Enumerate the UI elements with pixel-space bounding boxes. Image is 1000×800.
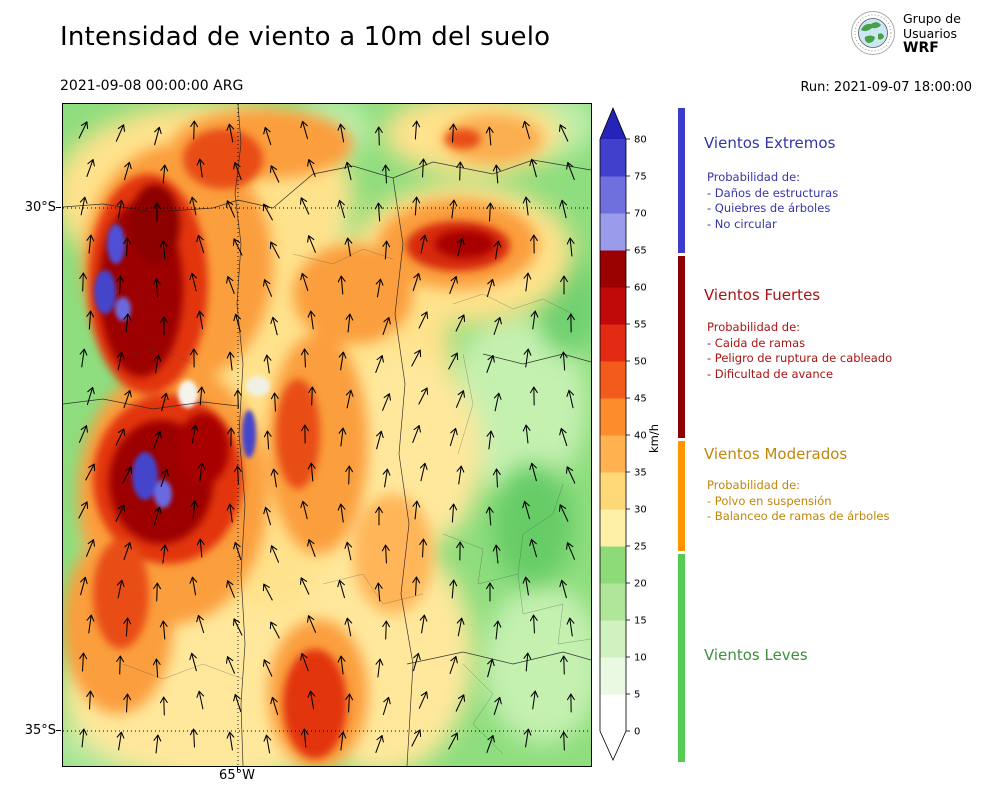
legend-title-extremos: Vientos Extremos <box>704 134 836 152</box>
svg-text:65: 65 <box>634 246 647 257</box>
svg-text:5: 5 <box>634 690 640 701</box>
svg-text:35: 35 <box>634 468 647 479</box>
svg-text:55: 55 <box>634 320 647 331</box>
legend-section-vientos-leves: Vientos Leves <box>678 554 990 762</box>
svg-text:0: 0 <box>634 727 640 738</box>
lat-label-30s: 30°S <box>24 200 56 215</box>
logo-text: Grupo de Usuarios WRF <box>903 11 961 56</box>
wind-direction-arrows <box>78 120 576 754</box>
svg-text:10: 10 <box>634 653 647 664</box>
run-time-label: Run: 2021-09-07 18:00:00 <box>800 80 972 95</box>
legend-bar-fuertes <box>678 256 685 438</box>
axis-tick-65w <box>237 766 238 771</box>
colorbar: 0 5 10 15 20 25 30 35 40 45 50 55 60 65 70 75 80 <box>599 106 647 761</box>
colorbar-unit-label: km/h <box>647 423 661 453</box>
svg-text:30: 30 <box>634 505 647 516</box>
legend-title-leves: Vientos Leves <box>704 646 808 664</box>
legend-line: - Quiebres de árboles <box>707 201 831 215</box>
wind-map-canvas <box>63 104 591 766</box>
legend-line: - Daños de estructuras <box>707 185 839 200</box>
legend-line: - Peligro de ruptura de cableado <box>707 351 893 365</box>
svg-text:40: 40 <box>634 431 647 442</box>
svg-text:25: 25 <box>634 542 647 553</box>
legend-section-vientos-moderados: Vientos Moderados Probabilidad de: - Pol… <box>678 441 990 551</box>
legend-line: - Balanceo de ramas de árboles <box>707 509 890 523</box>
lon-label-65w: 65°W <box>219 768 255 783</box>
page-title: Intensidad de viento a 10m del suelo <box>60 22 551 52</box>
legend-line: Probabilidad de: <box>707 478 801 492</box>
legend-lines-moderados: Probabilidad de: - Polvo en suspensión -… <box>707 478 889 525</box>
legend-line: Probabilidad de: <box>707 320 801 334</box>
legend-line: - Dificultad de avance <box>707 366 834 381</box>
svg-text:15: 15 <box>634 616 647 627</box>
svg-text:60: 60 <box>634 283 647 294</box>
axis-tick-30s <box>56 207 61 208</box>
legend-line: Probabilidad de: <box>707 170 801 184</box>
legend-lines-fuertes: Probabilidad de: - Caida de ramas - Peli… <box>707 320 892 382</box>
legend-section-vientos-extremos: Vientos Extremos Probabilidad de: - Daño… <box>678 108 990 253</box>
legend-section-vientos-fuertes: Vientos Fuertes Probabilidad de: - Caida… <box>678 256 990 438</box>
svg-text:45: 45 <box>634 394 647 405</box>
legend-line: - No circular <box>707 216 777 231</box>
legend-bar-moderados <box>678 441 685 551</box>
legend-bar-leves <box>678 554 685 762</box>
svg-text:80: 80 <box>634 135 647 146</box>
svg-text:70: 70 <box>634 209 647 220</box>
svg-text:20: 20 <box>634 579 647 590</box>
legend-lines-extremos: Probabilidad de: - Daños de estructuras … <box>707 170 838 232</box>
legend-line: - Polvo en suspensión <box>707 493 832 508</box>
white-calm-spots <box>178 376 270 408</box>
svg-text:50: 50 <box>634 357 647 368</box>
wrf-user-group-logo: Grupo de Usuarios WRF <box>850 10 961 56</box>
province-borders <box>63 104 591 766</box>
legend-title-moderados: Vientos Moderados <box>704 445 848 463</box>
legend-bar-extremos <box>678 108 685 253</box>
legend-line: - Caida de ramas <box>707 335 806 350</box>
globe-icon <box>851 11 895 55</box>
wind-intensity-map <box>62 103 592 767</box>
graticule-gridlines <box>63 104 591 766</box>
logo-text-line2: Usuarios <box>903 25 958 41</box>
legend-title-fuertes: Vientos Fuertes <box>704 286 821 304</box>
svg-text:75: 75 <box>634 172 647 183</box>
axis-tick-35s <box>56 730 61 731</box>
lat-label-35s: 35°S <box>24 723 56 738</box>
blue-extreme-spots <box>94 224 256 508</box>
logo-text-wrf: WRF <box>903 39 939 56</box>
logo-text-line1: Grupo de <box>903 10 961 26</box>
valid-time-label: 2021-09-08 00:00:00 ARG <box>60 78 244 94</box>
